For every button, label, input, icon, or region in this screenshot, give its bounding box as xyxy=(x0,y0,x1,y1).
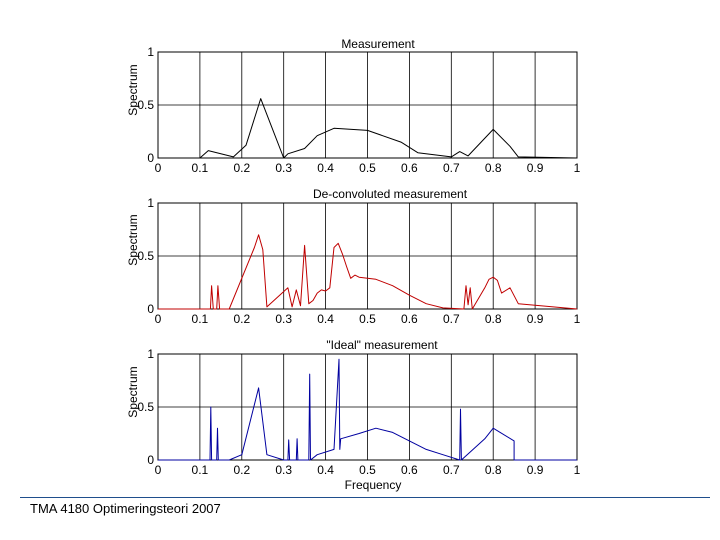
x-tick-label: 0.7 xyxy=(443,463,460,477)
y-tick-label: 0 xyxy=(147,302,154,316)
series-line xyxy=(158,98,578,159)
x-tick-label: 0.6 xyxy=(401,463,418,477)
x-tick-label: 1 xyxy=(574,161,581,175)
x-tick-label: 1 xyxy=(574,463,581,477)
x-tick-label: 0.2 xyxy=(233,463,250,477)
plot-area: 0 0.1 0.2 0.3 0.4 0.5 0.6 0.7 0.8 0.9 1 0 0.5 1 xyxy=(137,347,580,477)
x-tick-label: 0.9 xyxy=(527,463,544,477)
x-tick-label: 0.2 xyxy=(233,312,250,326)
panel-ideal: "Ideal" measurement Spectrum Frequency 0… xyxy=(126,338,581,492)
x-tick-label: 0 xyxy=(155,312,162,326)
x-tick-label: 0.4 xyxy=(317,312,334,326)
x-tick-label: 0.4 xyxy=(317,463,334,477)
x-tick-label: 0.3 xyxy=(275,463,292,477)
plot-area: 0 0.1 0.2 0.3 0.4 0.5 0.6 0.7 0.8 0.9 1 0 0.5 1 xyxy=(137,45,580,175)
x-tick-label: 0.4 xyxy=(317,161,334,175)
x-tick-label: 0.5 xyxy=(359,463,376,477)
panel-title: Measurement xyxy=(341,37,415,51)
x-tick-label: 0.8 xyxy=(485,312,502,326)
x-tick-label: 0.6 xyxy=(401,161,418,175)
panel-title: "Ideal" measurement xyxy=(326,338,438,352)
y-tick-label: 0 xyxy=(147,453,154,467)
series-line xyxy=(158,234,578,310)
x-tick-label: 0 xyxy=(155,463,162,477)
x-tick-label: 0.7 xyxy=(443,161,460,175)
x-tick-label: 0.9 xyxy=(527,312,544,326)
y-tick-label: 0 xyxy=(147,151,154,165)
footer-text: TMA 4180 Optimeringsteori 2007 xyxy=(30,501,221,516)
x-tick-label: 0.9 xyxy=(527,161,544,175)
y-axis-label: Spectrum xyxy=(126,64,140,115)
y-tick-label: 1 xyxy=(147,45,154,59)
x-tick-label: 0.2 xyxy=(233,161,250,175)
x-tick-label: 0.3 xyxy=(275,161,292,175)
x-tick-label: 0 xyxy=(155,161,162,175)
panel-title: De-convoluted measurement xyxy=(313,187,468,201)
plot-area: 0 0.1 0.2 0.3 0.4 0.5 0.6 0.7 0.8 0.9 1 0 0.5 1 xyxy=(137,196,580,326)
y-tick-label: 0.5 xyxy=(137,98,154,112)
y-tick-label: 0.5 xyxy=(137,249,154,263)
footer-divider xyxy=(20,497,710,498)
y-tick-label: 0.5 xyxy=(137,400,154,414)
panel-measurement: Measurement Spectrum 0 0.1 0.2 0.3 0.4 0.5 0.6… xyxy=(126,37,581,175)
x-tick-label: 0.1 xyxy=(192,463,209,477)
x-tick-label: 0.8 xyxy=(485,463,502,477)
x-tick-label: 0.7 xyxy=(443,312,460,326)
y-tick-label: 1 xyxy=(147,347,154,361)
y-tick-label: 1 xyxy=(147,196,154,210)
y-axis-label: Spectrum xyxy=(126,214,140,265)
x-tick-label: 0.5 xyxy=(359,161,376,175)
panel-deconvoluted: De-convoluted measurement Spectrum 0 0.1 0… xyxy=(126,187,581,326)
x-tick-label: 0.3 xyxy=(275,312,292,326)
y-axis-label: Spectrum xyxy=(126,366,140,417)
x-tick-label: 0.6 xyxy=(401,312,418,326)
x-tick-label: 0.1 xyxy=(192,161,209,175)
x-tick-label: 0.1 xyxy=(192,312,209,326)
series-line xyxy=(158,358,577,461)
x-tick-label: 0.5 xyxy=(359,312,376,326)
x-axis-label: Frequency xyxy=(345,478,402,492)
x-tick-label: 1 xyxy=(574,312,581,326)
x-tick-label: 0.8 xyxy=(485,161,502,175)
